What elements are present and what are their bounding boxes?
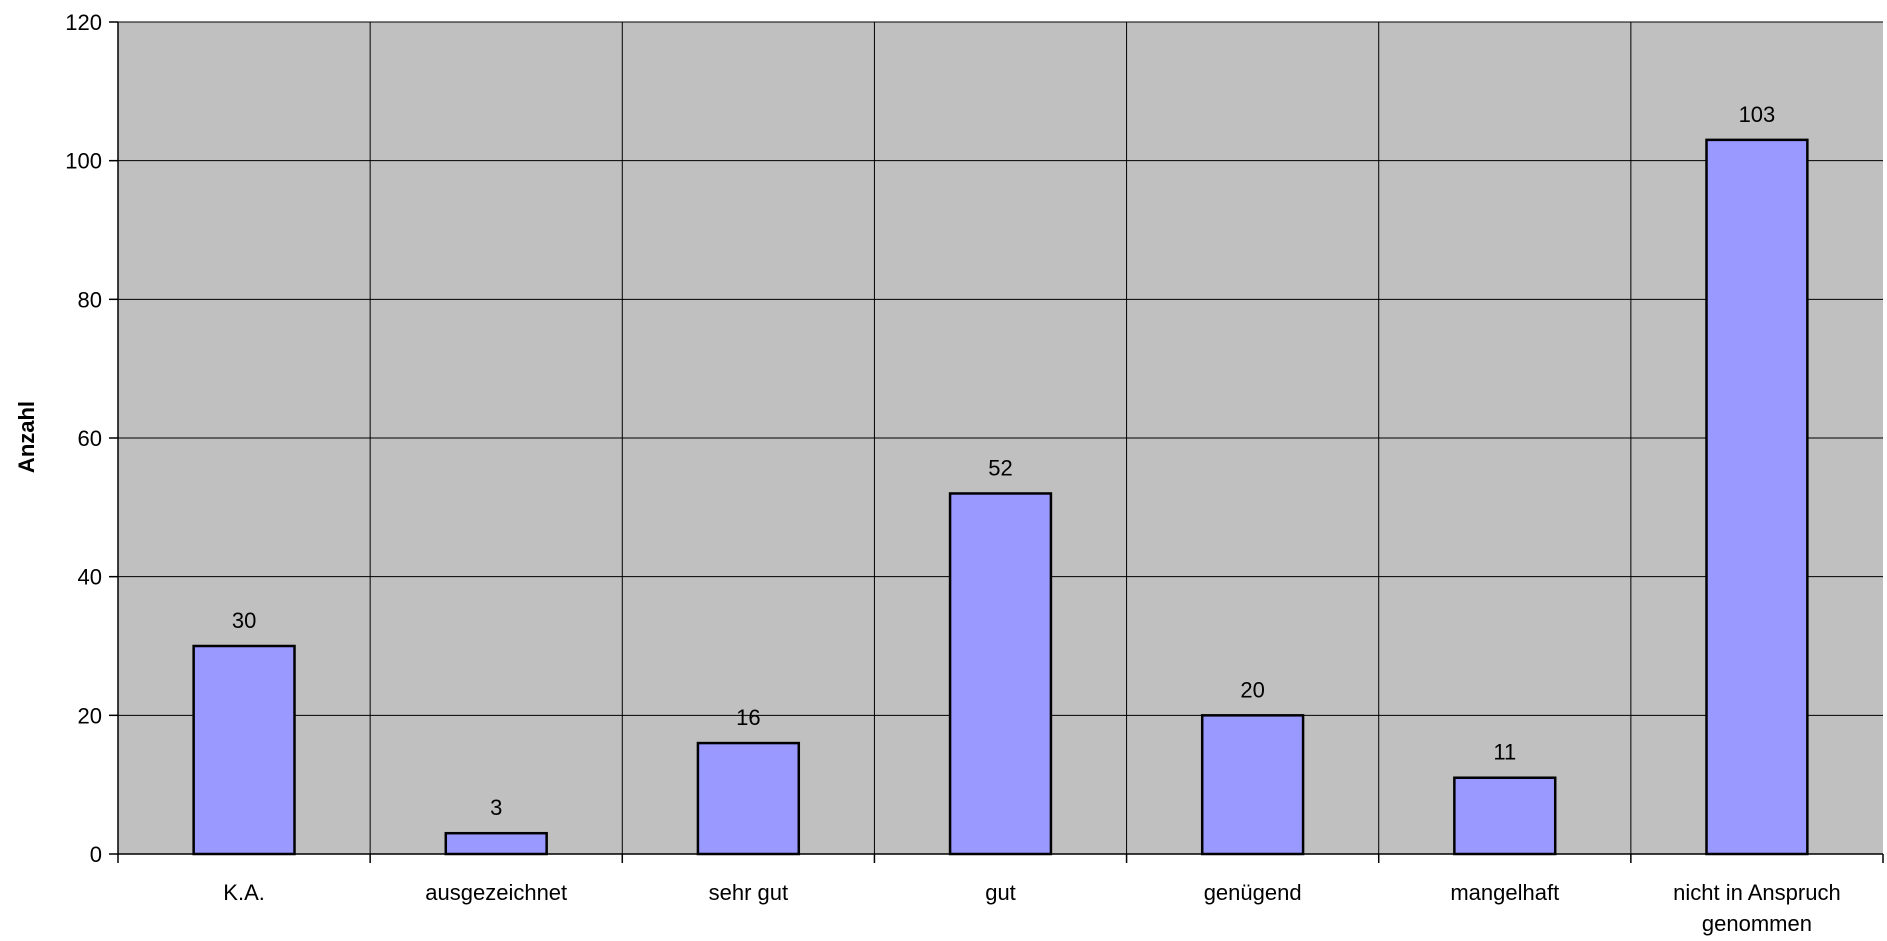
data-label: 11 (1493, 740, 1516, 765)
x-category-label: sehr gut (709, 880, 789, 905)
y-axis-title: Anzahl (14, 401, 39, 473)
y-tick-label: 80 (78, 287, 102, 312)
data-labels: 30 3 16 52 20 11 103 (232, 102, 1775, 820)
y-tick-label: 0 (90, 842, 102, 867)
x-category-label: K.A. (223, 880, 265, 905)
x-category-label: ausgezeichnet (425, 880, 567, 905)
data-label: 30 (232, 608, 256, 633)
bar (1200, 714, 1305, 856)
bar (948, 492, 1053, 856)
y-tick-labels: 0 20 40 60 80 100 120 (65, 10, 102, 867)
bar (192, 644, 296, 856)
data-label: 3 (490, 795, 502, 820)
bars (192, 138, 1809, 856)
x-category-label: nicht in Anspruch genommen (1673, 880, 1841, 936)
y-tick-label: 40 (78, 565, 102, 590)
vertical-gridlines (369, 22, 1632, 854)
y-tick-label: 20 (78, 703, 102, 728)
y-tick-label: 120 (65, 10, 102, 35)
y-tick-label: 100 (65, 149, 102, 174)
axes (109, 21, 1884, 863)
bar (444, 831, 548, 856)
x-category-label: genügend (1204, 880, 1302, 905)
x-category-labels: K.A. ausgezeichnet sehr gut gut genügend mang… (223, 880, 1840, 936)
x-category-label: mangelhaft (1450, 880, 1559, 905)
data-label: 16 (736, 705, 760, 730)
bar (1453, 776, 1557, 856)
data-label: 20 (1240, 677, 1264, 702)
bar (1705, 138, 1809, 856)
y-tick-label: 60 (78, 426, 102, 451)
x-category-label: gut (985, 880, 1016, 905)
data-label: 52 (988, 455, 1012, 480)
data-label: 103 (1739, 102, 1776, 127)
bar (696, 741, 801, 856)
